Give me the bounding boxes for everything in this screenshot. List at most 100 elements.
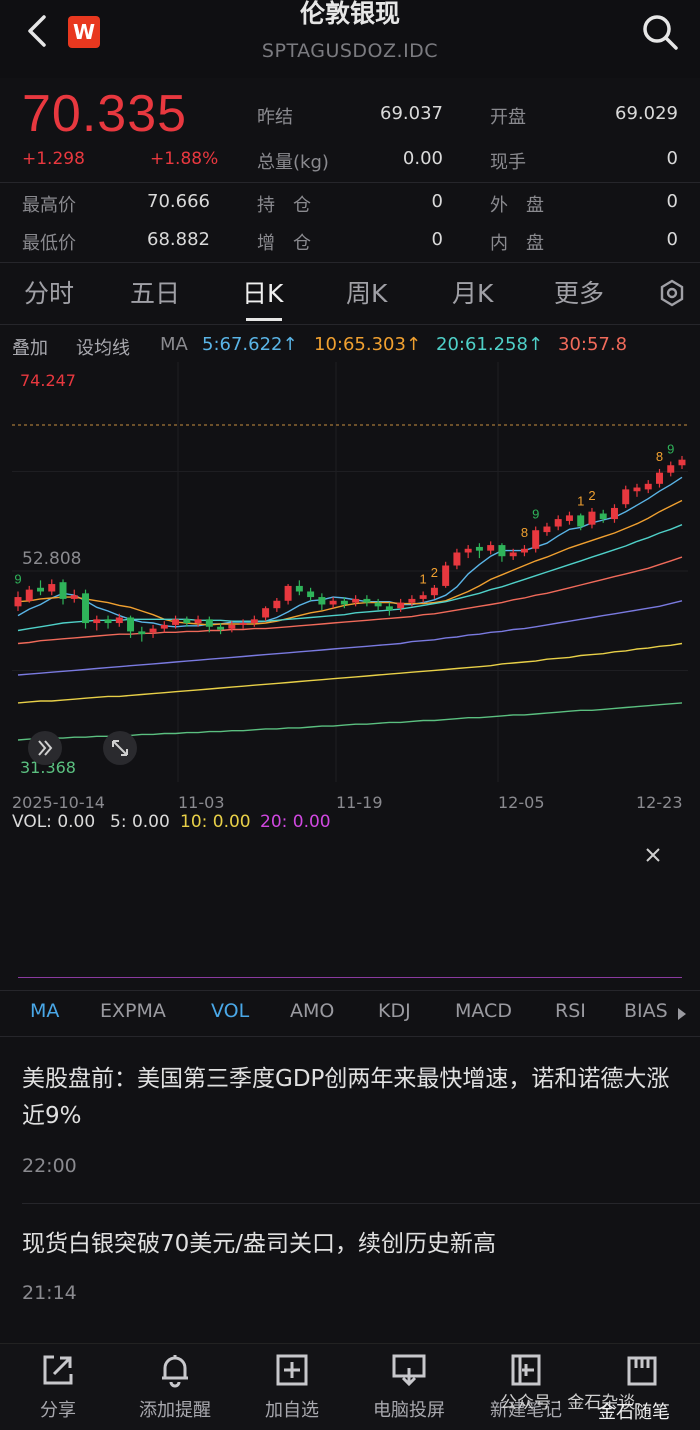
tab-intraday[interactable]: 分时 (24, 279, 75, 308)
triangle-right-icon[interactable] (676, 1006, 688, 1022)
candle-body (487, 545, 495, 551)
candle-body (340, 600, 348, 605)
candle-body (622, 489, 630, 505)
divider (0, 182, 700, 183)
candle-body (599, 513, 607, 520)
candle-body (172, 619, 180, 625)
candle-body (363, 598, 371, 603)
more-button[interactable] (592, 1352, 692, 1396)
new-note-button[interactable]: 新建笔记 (476, 1352, 576, 1422)
add-alert-label: 添加提醒 (139, 1400, 211, 1421)
news-time-1: 22:00 (22, 1155, 77, 1177)
x-label-1: 2025-10-14 (12, 793, 105, 812)
candle-body (430, 587, 438, 596)
td-mark: 1 (420, 571, 427, 586)
screen-cast-button[interactable]: 电脑投屏 (359, 1352, 459, 1422)
tab-weekly-k[interactable]: 周K (346, 279, 388, 308)
inner-disk-value: 0 (666, 229, 678, 250)
candle-body (93, 619, 101, 624)
candle-body (194, 619, 202, 624)
candle-body (250, 619, 258, 624)
td-mark: 1 (577, 494, 584, 509)
candle-body (273, 600, 281, 609)
candle-body (262, 608, 270, 618)
search-icon[interactable] (640, 12, 680, 52)
indicator-tab-kdj[interactable]: KDJ (378, 1000, 411, 1022)
vol5-value: 5: 0.00 (110, 812, 170, 832)
indicator-tab-ma[interactable]: MA (30, 1000, 60, 1022)
vol10-value: 10: 0.00 (180, 812, 251, 832)
candle-body (25, 589, 33, 601)
price-change-percent: +1.88% (150, 149, 219, 169)
volume-kg-value: 0.00 (402, 148, 443, 169)
candle-body (565, 515, 573, 521)
candle-body (352, 598, 360, 603)
candle-body (678, 459, 686, 466)
active-tab-indicator (246, 318, 282, 321)
ma30-value: 30:57.8 (558, 334, 628, 355)
candle-body (82, 593, 90, 624)
indicator-tab-rsi[interactable]: RSI (555, 1000, 586, 1022)
tab-five-day[interactable]: 五日 (130, 279, 181, 308)
tab-more[interactable]: 更多 (554, 279, 605, 308)
prev-settle-label: 昨结 (257, 107, 293, 128)
tab-daily-k[interactable]: 日K (242, 279, 284, 308)
close-icon[interactable] (644, 846, 662, 864)
indicator-tab-amo[interactable]: AMO (290, 1000, 335, 1022)
bottom-toolbar: 分享 添加提醒 加自选 电脑投屏 新建笔记 (0, 1343, 700, 1430)
candle-body (397, 602, 405, 609)
oi-change-label: 增 仓 (257, 233, 311, 254)
add-alert-button[interactable]: 添加提醒 (125, 1352, 225, 1422)
news-title-2[interactable]: 现货白银突破70美元/盎司关口，续创历史新高 (22, 1231, 497, 1257)
overlay-button[interactable]: 叠加 (12, 338, 48, 359)
watermark-signature: 金石随笔 (598, 1402, 670, 1423)
candle-body (644, 483, 652, 490)
add-watchlist-icon (276, 1354, 308, 1386)
more-icon (627, 1356, 657, 1386)
candle-body (59, 582, 67, 599)
ma-line-ma30 (17, 556, 683, 645)
candle-body (408, 598, 416, 603)
candle-body (48, 584, 56, 592)
add-watchlist-button[interactable]: 加自选 (242, 1352, 342, 1422)
candle-body (385, 606, 393, 611)
candle-body (633, 487, 641, 492)
indicator-tab-macd[interactable]: MACD (455, 1000, 512, 1022)
double-chevron-right-icon (38, 740, 53, 756)
candle-body (453, 552, 461, 566)
x-label-3: 11-19 (336, 793, 383, 812)
tab-monthly-k[interactable]: 月K (452, 279, 494, 308)
candle-body (442, 565, 450, 586)
chart-high-label: 74.247 (20, 371, 76, 390)
candle-body (183, 619, 191, 624)
open-interest-label: 持 仓 (257, 195, 311, 216)
candle-body (138, 631, 146, 635)
ma10-value: 10:65.303↑ (314, 334, 422, 355)
candle-body (464, 548, 472, 553)
indicator-tab-vol[interactable]: VOL (211, 1000, 250, 1022)
set-ma-button[interactable]: 设均线 (76, 338, 130, 359)
share-button[interactable]: 分享 (8, 1352, 108, 1422)
ma20-value: 20:61.258↑ (436, 334, 544, 355)
settings-icon[interactable] (658, 279, 686, 307)
ma5-value: 5:67.622↑ (202, 334, 298, 355)
open-label: 开盘 (490, 107, 526, 128)
candle-body (149, 628, 157, 633)
candle-body (318, 597, 326, 605)
fullscreen-button[interactable] (103, 731, 137, 765)
chart-mid-label: 52.808 (22, 549, 82, 569)
expand-left-button[interactable] (28, 731, 62, 765)
back-arrow-icon[interactable] (22, 14, 52, 48)
last-price: 70.335 (22, 85, 188, 143)
indicator-tab-expma[interactable]: EXPMA (100, 1000, 166, 1022)
prev-settle-value: 69.037 (380, 103, 443, 124)
candle-body (160, 624, 168, 629)
vol-label: VOL: 0.00 (12, 812, 96, 832)
candle-body (115, 617, 123, 624)
candle-body (228, 624, 236, 629)
indicator-tab-bias[interactable]: BIAS (624, 1000, 668, 1022)
candle-body (14, 597, 22, 607)
news-title-1[interactable]: 美股盘前：美国第三季度GDP创两年来最快增速，诺和诺德大涨近9% (22, 1066, 670, 1129)
chart-low-label: 31.368 (20, 758, 76, 777)
